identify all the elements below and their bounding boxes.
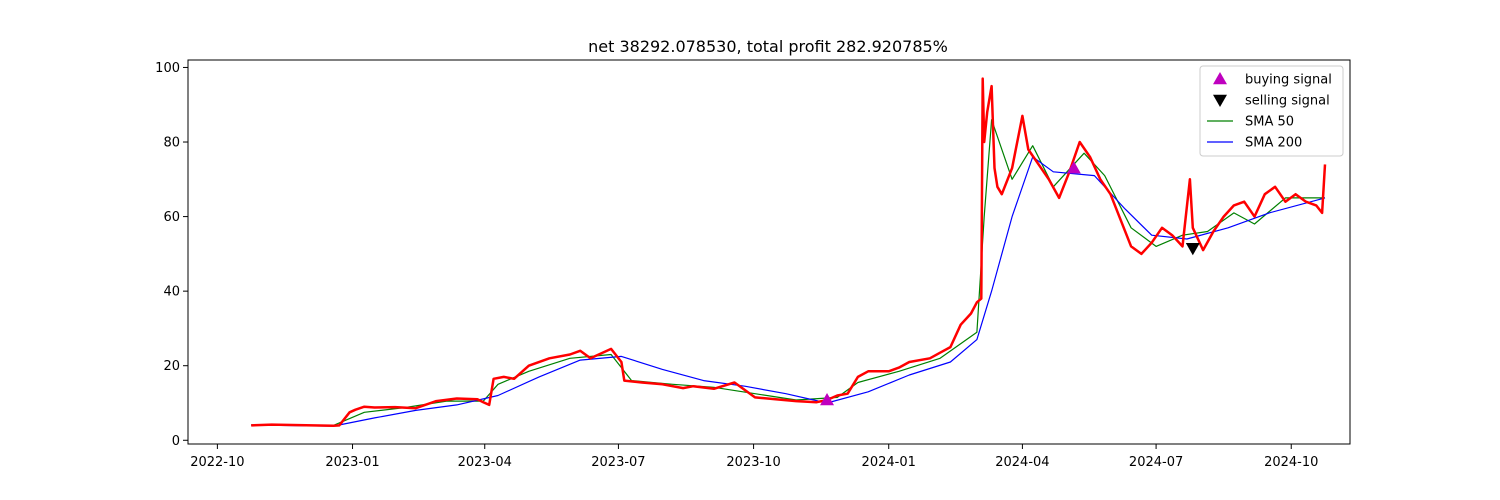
x-tick-label: 2023-10 [726, 455, 780, 470]
selling-signal-marker [1185, 243, 1200, 256]
y-tick-label: 0 [172, 434, 180, 449]
x-tick-label: 2023-07 [591, 455, 645, 470]
axes: 2022-10 2023-01 2023-04 2023-07 2023-10 2024-… [155, 61, 1318, 470]
y-tick-label: 20 [163, 359, 180, 374]
x-tick-label: 2024-01 [862, 455, 916, 470]
legend-swatch-selling-signal [1213, 94, 1227, 107]
buying-signal-marker [820, 393, 835, 406]
series-line-price [251, 77, 1327, 427]
x-tick-label: 2023-01 [325, 455, 379, 470]
buying-signal-marker [1066, 161, 1081, 174]
legend-label-sma-200: SMA 200 [1245, 136, 1302, 151]
x-tick-label: 2024-10 [1264, 455, 1318, 470]
x-tick-label: 2024-07 [1129, 455, 1183, 470]
y-tick-label: 100 [155, 61, 180, 76]
y-tick-label: 40 [163, 285, 180, 300]
legend: buying signal selling signal SMA 50 SMA 200 [1199, 65, 1344, 157]
x-tick-label: 2022-10 [190, 455, 244, 470]
legend-label-sma-50: SMA 50 [1245, 115, 1294, 130]
plot-frame [187, 59, 1351, 445]
legend-label-selling-signal: selling signal [1245, 94, 1330, 109]
legend-box [1199, 65, 1344, 157]
chart-title: net 38292.078530, total profit 282.92078… [588, 37, 948, 56]
series-line-sma-50 [251, 119, 1325, 426]
plot-marks [251, 77, 1327, 427]
legend-swatch-buying-signal [1213, 72, 1227, 85]
x-tick-label: 2023-04 [458, 455, 512, 470]
y-tick-label: 80 [163, 136, 180, 151]
legend-label-buying-signal: buying signal [1245, 73, 1332, 88]
series-line-sma-200 [251, 156, 1326, 427]
x-tick-label: 2024-04 [995, 455, 1049, 470]
y-tick-label: 60 [163, 210, 180, 225]
